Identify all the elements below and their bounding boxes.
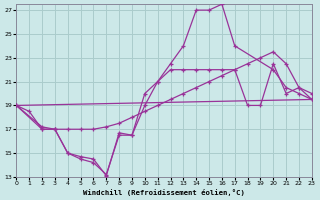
X-axis label: Windchill (Refroidissement éolien,°C): Windchill (Refroidissement éolien,°C) — [83, 189, 245, 196]
